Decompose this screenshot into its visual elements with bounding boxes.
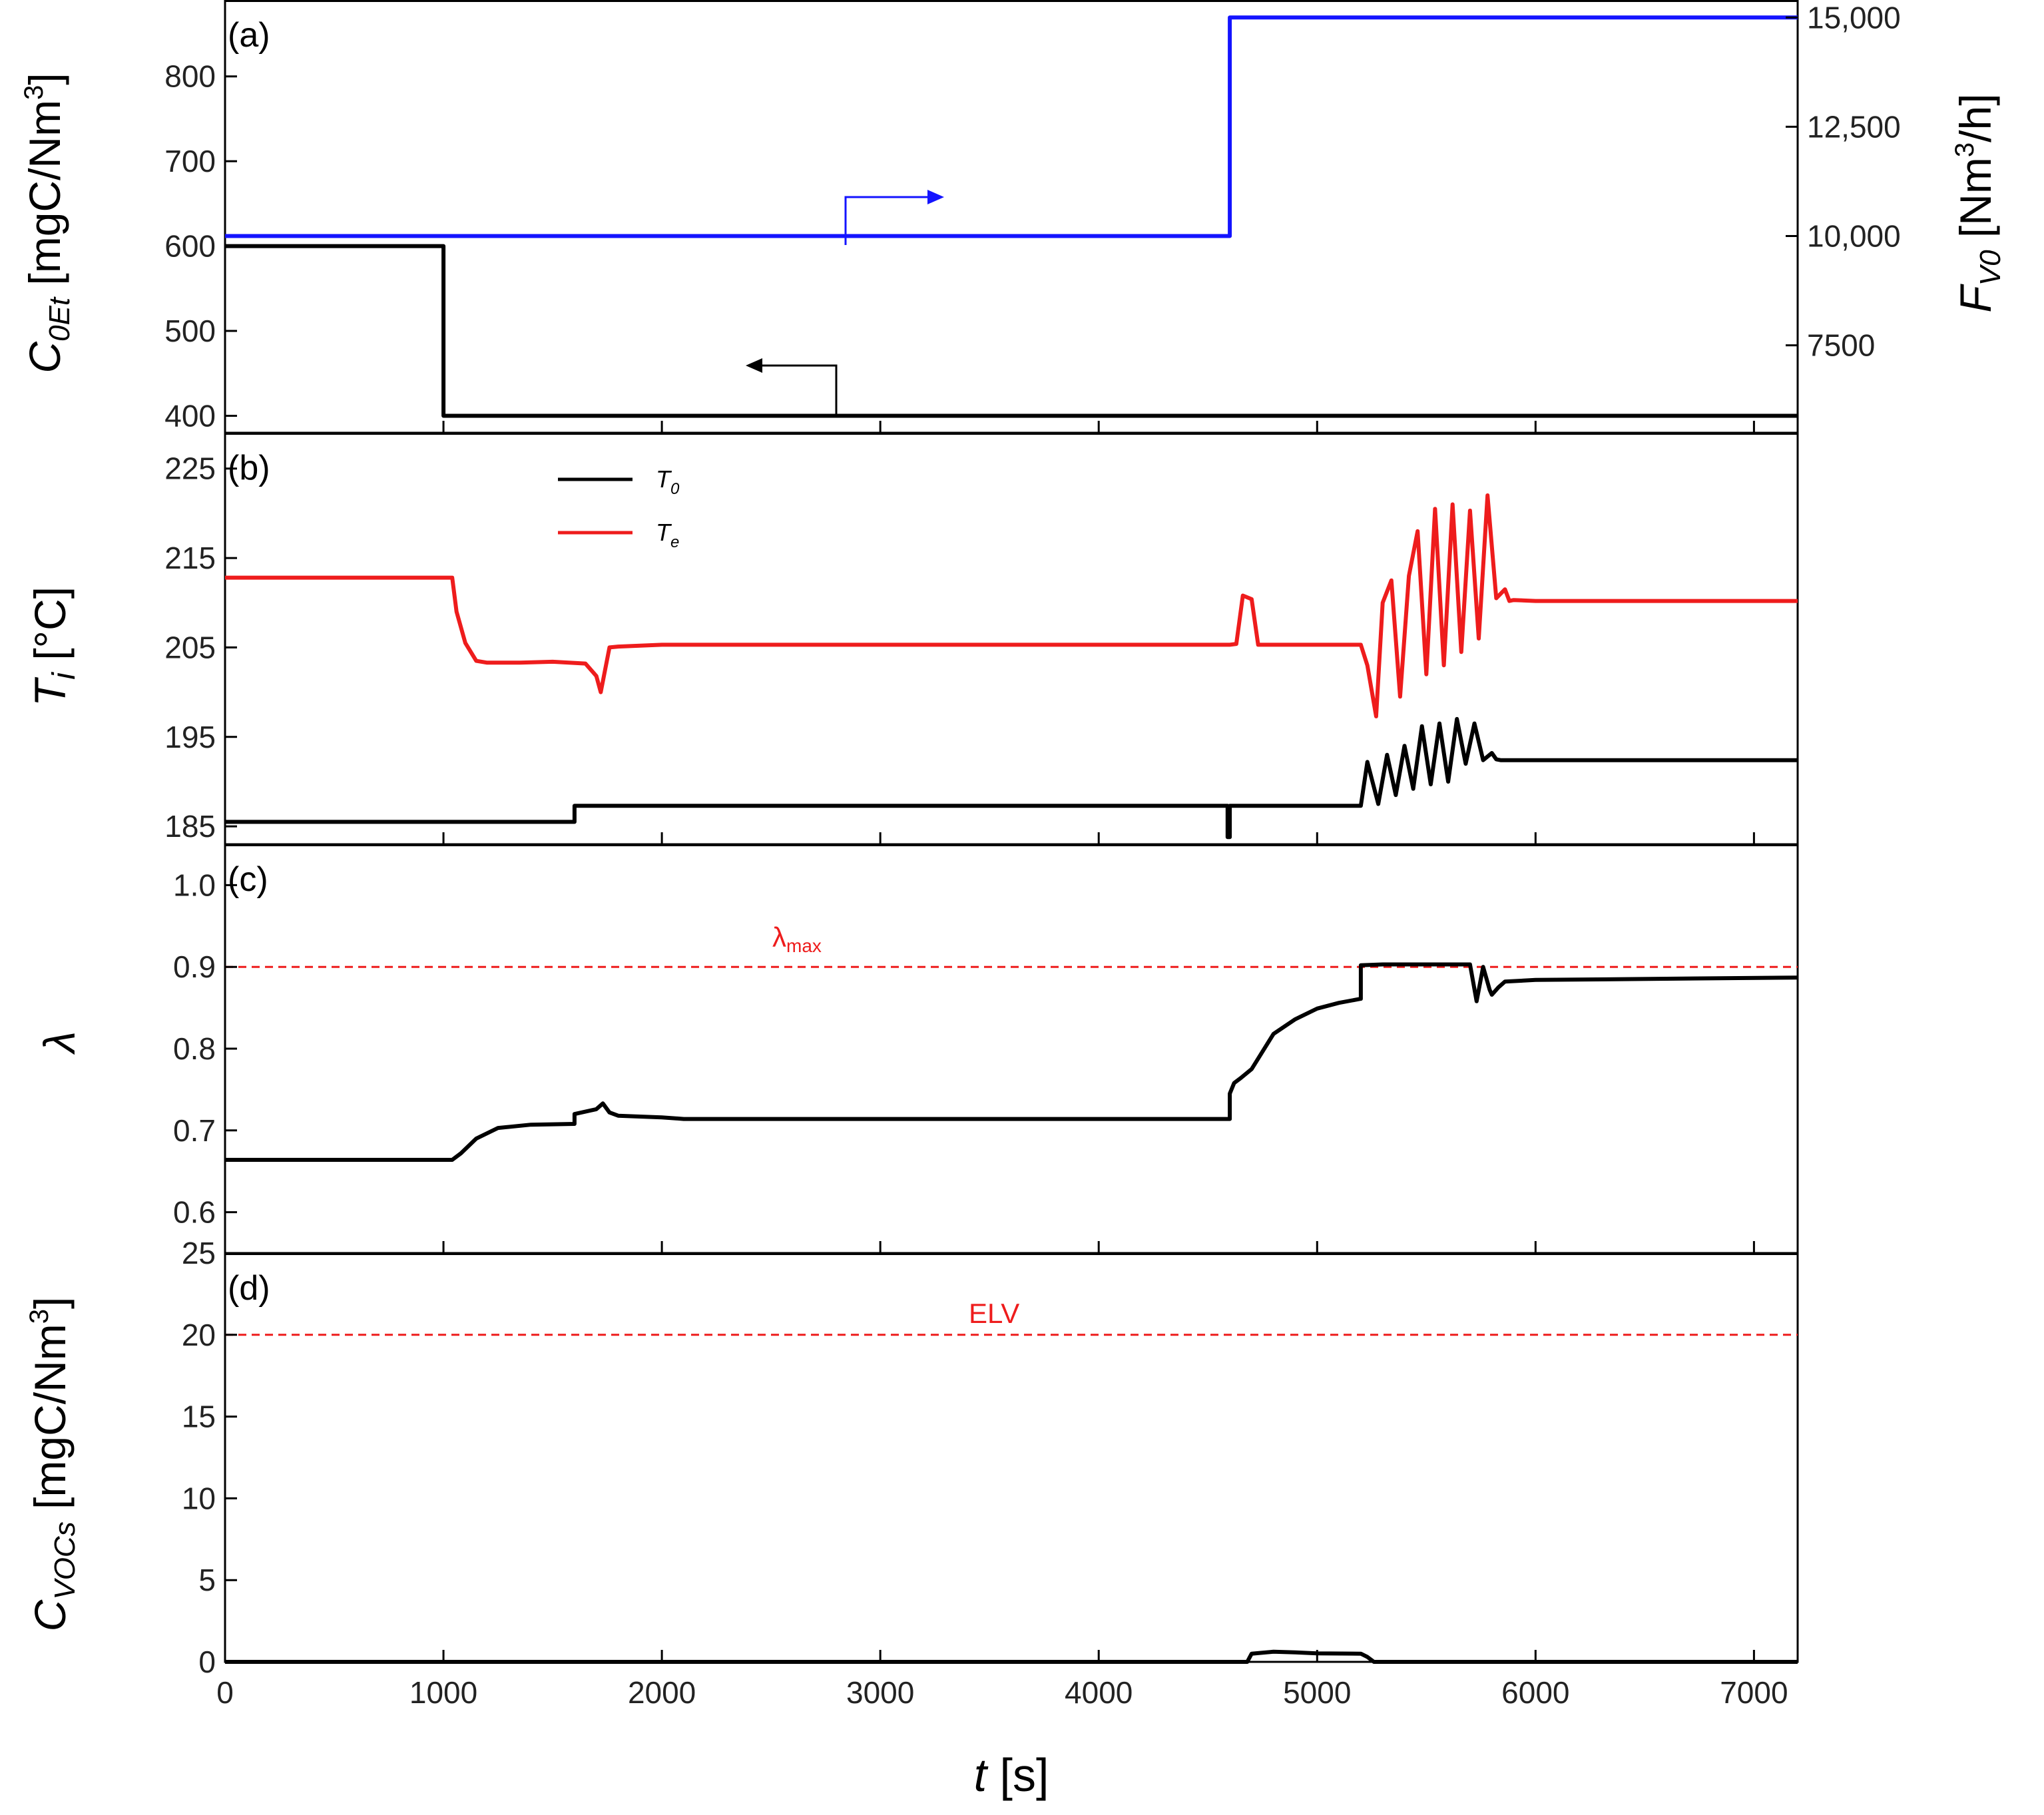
panel-a-right-ytick-label: 12,500 [1807, 109, 1901, 144]
left-axis-arrowhead [746, 358, 762, 373]
panel-b-label: (b) [228, 449, 270, 487]
panel-d-ylabel: CVOCs [mgC/Nm3] [25, 1297, 81, 1632]
panel-d-ytick-label: 5 [198, 1563, 216, 1597]
panel-a-frame [224, 0, 1799, 434]
panel-a-ytick-label: 800 [164, 59, 216, 94]
panel-a-right-ytick-label: 15,000 [1807, 0, 1901, 35]
panel-a-right-ylabel: FV0 [Nm3/h] [1950, 93, 2007, 312]
panel-b-ytick-label: 225 [164, 451, 216, 486]
series-c0et [225, 244, 1798, 418]
series-cvocs [225, 1649, 1798, 1664]
panel-d-ytick-label: 0 [198, 1645, 216, 1679]
panel-a-ytick-label: 600 [164, 229, 216, 264]
y-label-sub: i [47, 672, 82, 680]
panel-c-label: (c) [228, 860, 268, 899]
panel-a-ytick-label: 500 [164, 314, 216, 348]
panel-d-label: (d) [228, 1269, 270, 1308]
panel-b-frame [224, 433, 1799, 846]
y-label-close: ] [25, 1297, 75, 1309]
series-lambda [225, 962, 1798, 1162]
panel-b-ytick-label: 215 [164, 541, 216, 575]
panel-a-ytick-label: 400 [164, 399, 216, 433]
y-label-symbol: F [1951, 284, 2000, 313]
panel-b-ytick-label: 185 [164, 809, 216, 844]
y-label-sup: 3 [19, 85, 49, 100]
y-label-unit: [mgC/Nm [20, 100, 69, 298]
panel-d-xtick-label: 2000 [628, 1675, 696, 1710]
y-label-sub: V0 [1974, 250, 2007, 286]
panel-d-xtick-label: 3000 [846, 1675, 914, 1710]
y-label-close: ] [20, 73, 69, 85]
panel-a: 400 500 600 700 800 7500 10,000 12,500 15,000 (a)… [19, 0, 2007, 434]
panel-c-ytick-label: 0.9 [173, 949, 216, 984]
panel-c-ytick-label: 0.6 [173, 1195, 216, 1230]
right-axis-arrowhead [927, 190, 944, 204]
elv-label: ELV [969, 1298, 1019, 1329]
panel-d-ytick-label: 10 [182, 1481, 216, 1515]
right-axis-arrow [844, 196, 932, 245]
x-label-symbol: t [974, 1749, 989, 1801]
legend-sub: 0 [670, 480, 680, 498]
series-te [225, 493, 1798, 718]
ref-symbol: λ [772, 921, 786, 953]
panel-b-ytick-label: 205 [164, 630, 216, 664]
panel-a-label: (a) [228, 16, 270, 55]
axis-arrows [746, 190, 944, 415]
panel-c-ytick-label: 1.0 [173, 868, 216, 902]
y-label-sup: 3 [25, 1309, 54, 1324]
y-label-close: /h] [1951, 93, 2000, 142]
ref-sub: max [786, 935, 822, 956]
panels: 400500600700800750010,00012,50015,000(a)… [19, 0, 2007, 1801]
panel-d-ytick-label: 15 [182, 1400, 216, 1434]
panel-d-xtick-label: 4000 [1065, 1675, 1133, 1710]
panel-d-xtick-label: 1000 [409, 1675, 477, 1710]
y-label-sub: VOCs [49, 1521, 81, 1599]
y-label-symbol: λ [35, 1031, 84, 1055]
y-label-symbol: T [25, 676, 75, 706]
panel-b-ylabel: Ti [°C] [25, 587, 82, 706]
series-fv0 [225, 15, 1798, 238]
y-label-symbol: C [20, 341, 69, 374]
panel-d-xtick-label: 6000 [1501, 1675, 1569, 1710]
x-label-unit: [s] [987, 1749, 1049, 1801]
panel-b-ytick-label: 195 [164, 720, 216, 754]
panel-d-ytick-label: 25 [182, 1236, 216, 1270]
legend-sub: e [670, 533, 679, 551]
panel-a-left-ylabel: C0Et [mgC/Nm3] [19, 73, 76, 373]
legend-symbol: T [656, 519, 672, 546]
legend-symbol: T [656, 465, 672, 493]
panel-a-ytick-label: 700 [164, 144, 216, 178]
panel-d-xtick-label: 5000 [1283, 1675, 1351, 1710]
panel-d-ytick-label: 20 [182, 1318, 216, 1352]
panel-a-right-ytick-label: 10,000 [1807, 219, 1901, 254]
left-axis-arrow [758, 364, 838, 415]
legend-label: T0 [656, 465, 680, 498]
x-axis-label: t [s] [974, 1749, 1049, 1801]
y-label-unit: [Nm [1951, 157, 2000, 250]
series-t0 [225, 716, 1798, 840]
panel-d-xtick-label: 7000 [1720, 1675, 1788, 1710]
panel-a-right-ytick-label: 7500 [1807, 328, 1875, 363]
panel-d: ELV 0 5 10 15 20 25 0 1000 2000 3000 4000 5000 6000 70… [25, 1236, 1799, 1801]
panel-c-frame [224, 844, 1799, 1254]
y-label-sub: 0Et [43, 296, 76, 342]
lambda-max-label: λmax [772, 921, 822, 956]
y-label-sup: 3 [1950, 142, 1979, 157]
panel-c-ytick-label: 0.7 [173, 1113, 216, 1148]
legend-label: Te [656, 519, 679, 551]
panel-d-xtick-label: 0 [216, 1675, 234, 1710]
y-label-unit: [mgC/Nm [25, 1324, 75, 1521]
panel-c-ytick-label: 0.8 [173, 1031, 216, 1066]
y-label-symbol: C [25, 1599, 75, 1631]
y-label-unit: [°C] [25, 587, 75, 672]
panel-c-ylabel: λ [35, 1031, 84, 1055]
